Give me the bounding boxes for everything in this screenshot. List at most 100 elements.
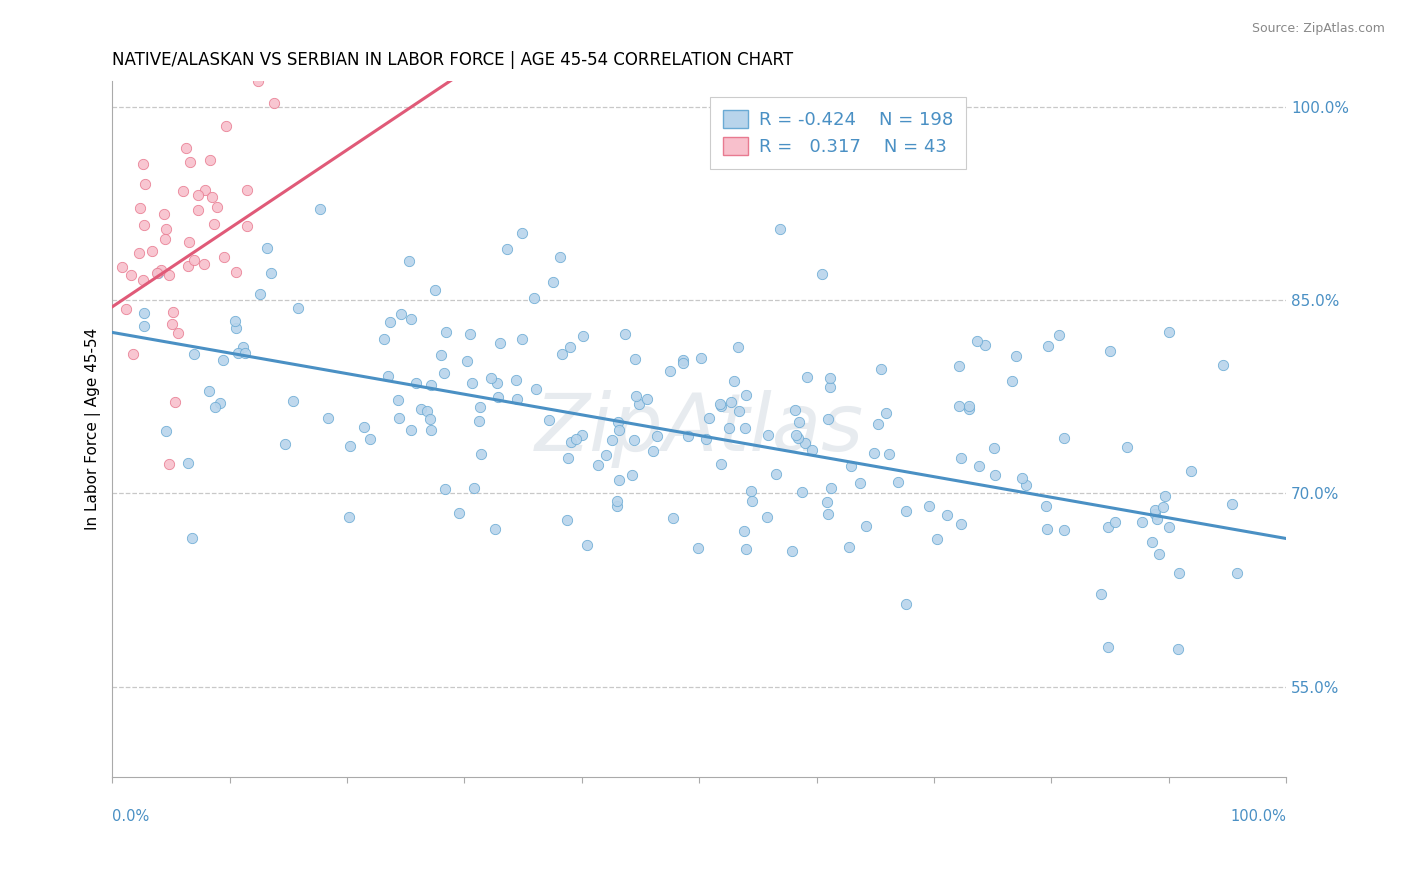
Point (785, 402, 807, 417)
Point (957, 401, 980, 416)
Point (166, 326, 188, 340)
Point (155, 222, 177, 236)
Point (380, 315, 402, 329)
Y-axis label: In Labor Force | Age 45-54: In Labor Force | Age 45-54 (86, 328, 101, 530)
Point (236, 219, 259, 233)
Point (709, 397, 731, 411)
Point (461, 376, 484, 390)
Point (359, 432, 381, 446)
Point (690, 351, 713, 365)
Text: 100.0%: 100.0% (1230, 809, 1286, 824)
Point (232, 340, 254, 354)
Point (756, 428, 779, 442)
Point (624, 389, 647, 403)
Point (740, 484, 762, 499)
Point (586, 458, 609, 472)
Point (225, 321, 247, 335)
Point (877, 447, 900, 461)
Point (132, 306, 155, 320)
Point (710, 458, 733, 472)
Point (1180, 464, 1202, 478)
Point (233, 345, 256, 359)
Point (855, 519, 877, 533)
Point (1097, 640, 1119, 655)
Point (132, 319, 155, 334)
Legend: R = -0.424    N = 198, R =   0.317    N = 43: R = -0.424 N = 198, R = 0.317 N = 43 (710, 97, 966, 169)
Point (458, 327, 481, 342)
Point (416, 403, 439, 417)
Point (120, 268, 142, 282)
Point (662, 510, 685, 524)
Point (710, 399, 733, 413)
Point (420, 378, 443, 392)
Point (486, 390, 509, 404)
Point (817, 412, 839, 426)
Point (550, 347, 572, 361)
Point (121, 347, 143, 361)
Point (162, 317, 184, 331)
Point (155, 425, 177, 439)
Point (564, 432, 586, 446)
Point (353, 420, 375, 434)
Point (202, 217, 225, 231)
Point (114, 302, 136, 317)
Point (484, 522, 506, 536)
Point (146, 266, 169, 280)
Point (541, 275, 564, 289)
Point (215, 120, 238, 134)
Point (463, 481, 485, 495)
Point (411, 401, 433, 416)
Point (200, 153, 222, 167)
Point (887, 475, 910, 489)
Point (226, 346, 249, 360)
Point (550, 250, 572, 264)
Point (672, 356, 695, 370)
Point (128, 201, 150, 215)
Point (506, 392, 529, 406)
Point (153, 232, 176, 246)
Point (538, 413, 561, 427)
Point (485, 376, 508, 390)
Point (1167, 642, 1189, 657)
Point (430, 348, 453, 362)
Point (274, 437, 297, 451)
Point (1011, 471, 1033, 485)
Point (401, 312, 423, 326)
Point (769, 222, 792, 236)
Point (447, 506, 470, 520)
Point (187, 202, 209, 217)
Point (1168, 566, 1191, 580)
Point (510, 226, 533, 240)
Point (765, 467, 787, 481)
Point (948, 400, 970, 414)
Point (896, 504, 918, 518)
Point (247, 74, 270, 88)
Point (1115, 440, 1137, 454)
Point (728, 404, 751, 418)
Point (1104, 516, 1126, 530)
Point (755, 509, 778, 524)
Point (419, 411, 441, 425)
Point (896, 598, 918, 612)
Point (204, 400, 226, 414)
Point (636, 392, 658, 407)
Point (208, 396, 231, 410)
Point (686, 541, 709, 556)
Point (1152, 500, 1174, 515)
Point (717, 421, 740, 435)
Point (1053, 431, 1076, 445)
Point (607, 423, 630, 437)
Point (645, 429, 668, 443)
Point (560, 435, 582, 450)
Point (966, 334, 988, 349)
Point (614, 326, 637, 341)
Point (1001, 374, 1024, 388)
Point (974, 338, 997, 352)
Point (1130, 515, 1153, 529)
Point (377, 369, 399, 384)
Point (263, 96, 285, 111)
Point (287, 301, 309, 315)
Point (849, 475, 872, 490)
Point (1047, 327, 1070, 342)
Point (959, 399, 981, 413)
